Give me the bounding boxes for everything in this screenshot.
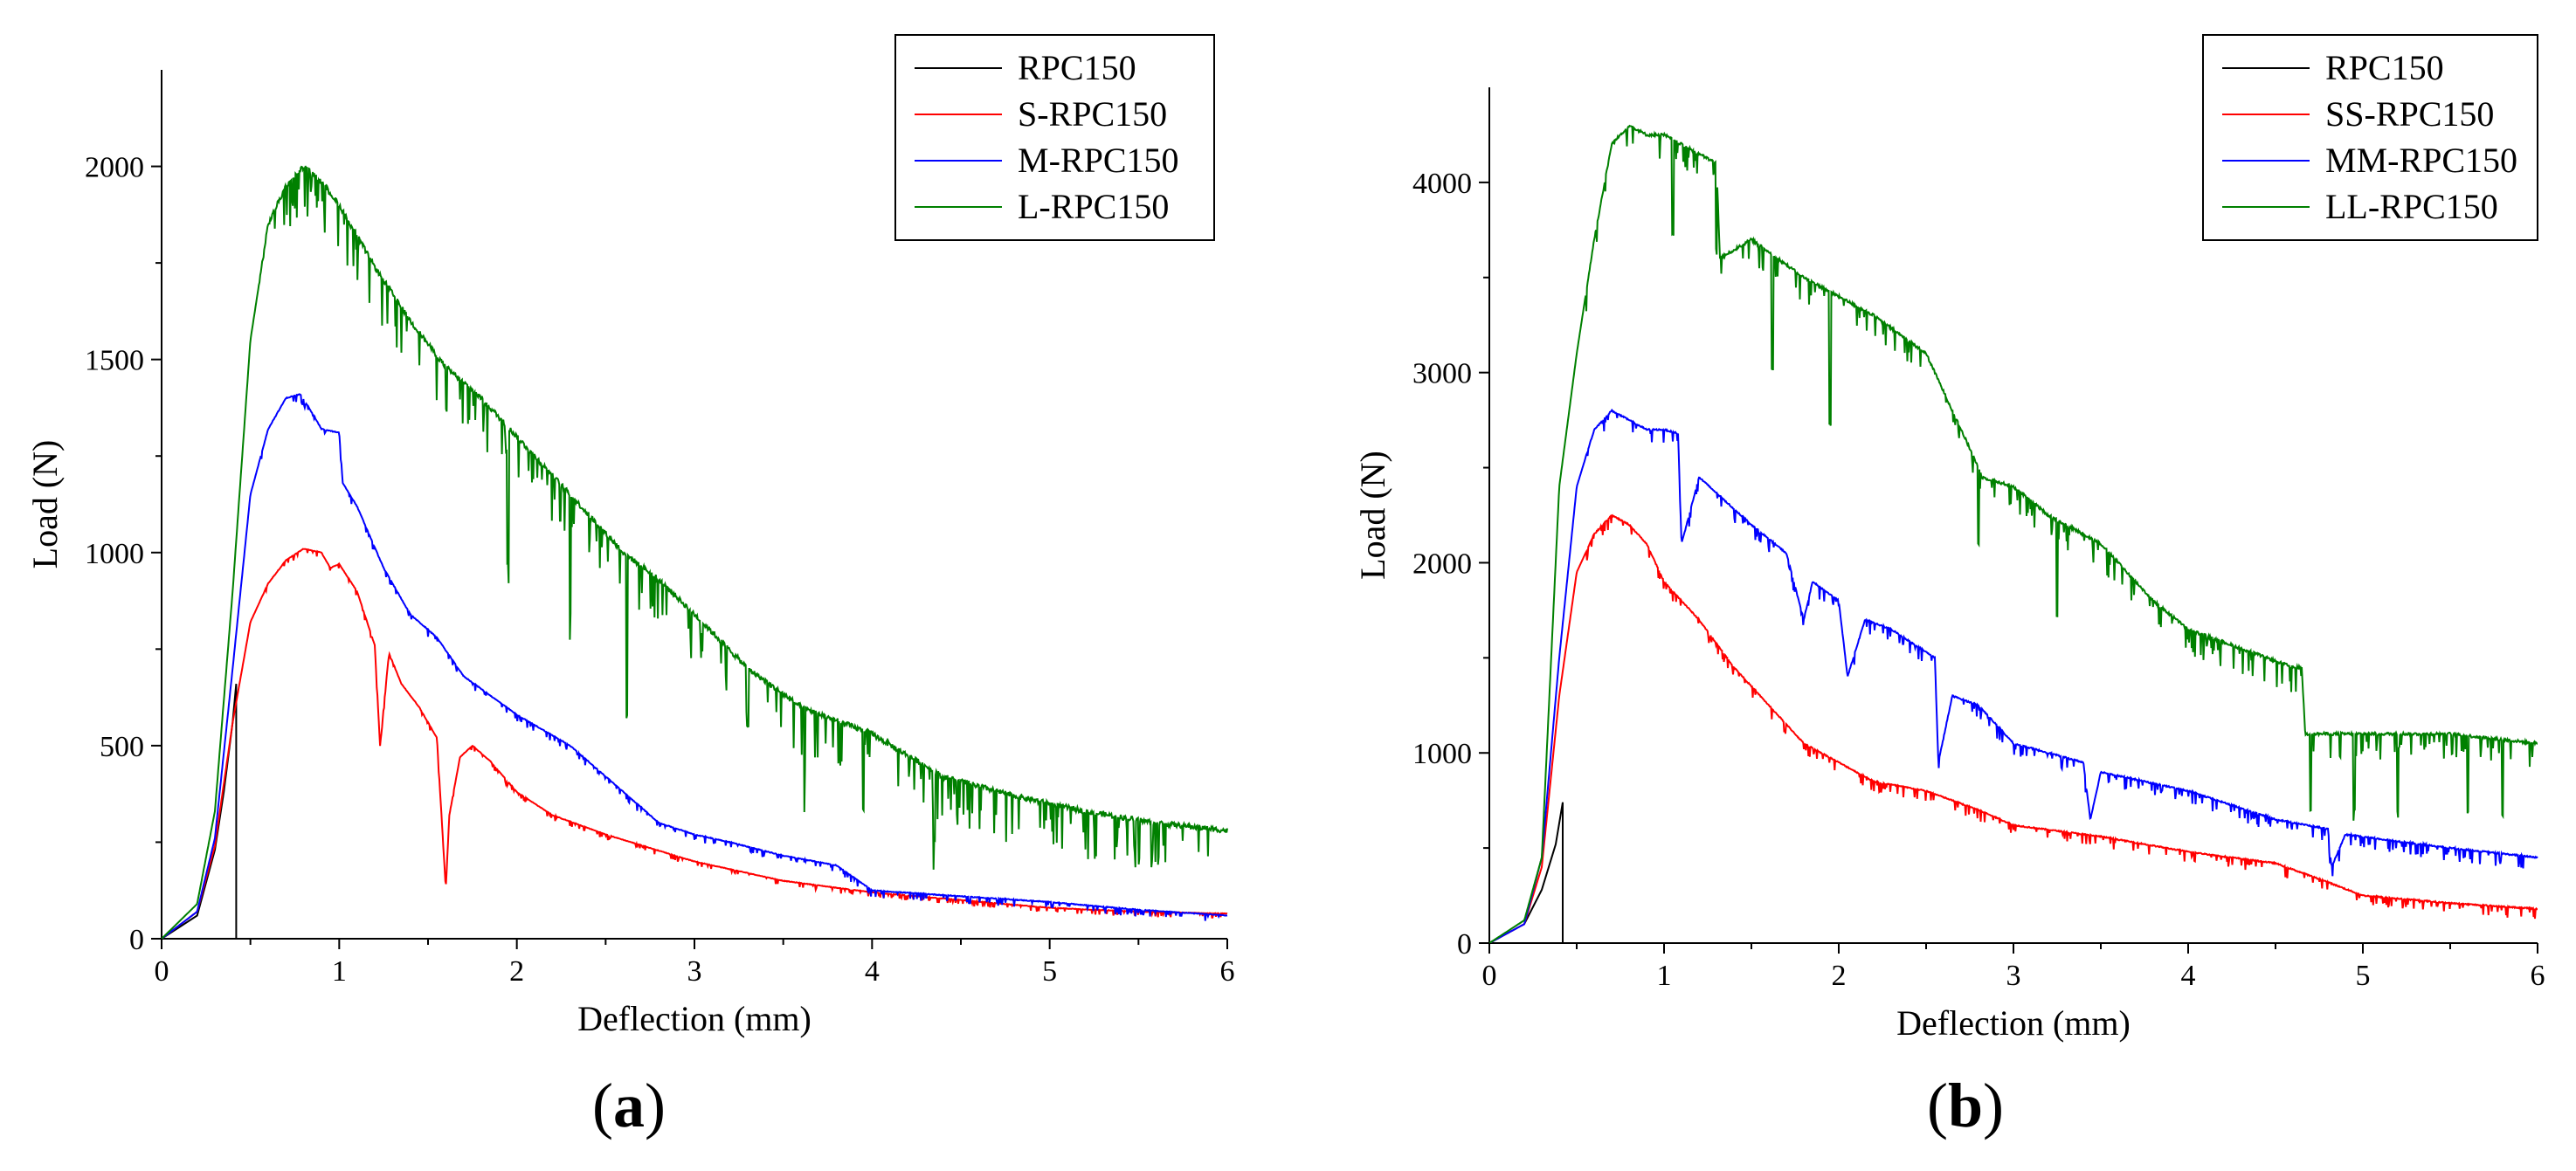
series-line-ll-rpc150 — [1489, 124, 2538, 943]
legend-box — [2202, 34, 2538, 241]
y-tick-label: 1500 — [85, 345, 144, 377]
series-line-s-rpc150 — [162, 548, 1228, 939]
x-tick-label: 0 — [1482, 960, 1497, 992]
y-tick-label: 0 — [129, 924, 144, 956]
panel-label: (a) — [592, 1071, 666, 1140]
x-tick-label: 5 — [1042, 955, 1057, 988]
x-tick-label: 2 — [509, 955, 524, 988]
y-tick-label: 500 — [100, 731, 144, 763]
legend-label: S-RPC150 — [1018, 94, 1167, 134]
x-tick-label: 5 — [2356, 960, 2371, 992]
y-tick-label: 3000 — [1412, 358, 1472, 390]
series-line-mm-rpc150 — [1489, 408, 2538, 943]
legend-label: RPC150 — [2325, 48, 2444, 87]
y-tick-label: 0 — [1457, 928, 1472, 961]
panel-b: 0 1 2 3 4 5 6 0 1000 2000 3000 4000 Deflection (mm) L… — [1353, 34, 2545, 1140]
x-tick-label: 1 — [1657, 960, 1672, 992]
legend-label: RPC150 — [1018, 48, 1136, 87]
y-tick-label: 2000 — [1412, 548, 1472, 580]
legend-label: SS-RPC150 — [2325, 94, 2494, 134]
x-axis-title: Deflection (mm) — [1896, 1003, 2131, 1043]
series-line-m-rpc150 — [162, 393, 1228, 939]
y-tick-label: 1000 — [85, 538, 144, 570]
x-tick-label: 3 — [2006, 960, 2021, 992]
y-tick-label: 4000 — [1412, 168, 1472, 200]
legend-box — [894, 34, 1215, 241]
x-tick-label: 6 — [1220, 955, 1235, 988]
y-axis-title: Load (N) — [25, 440, 65, 569]
x-tick-label: 0 — [155, 955, 169, 988]
series-line-l-rpc150 — [162, 165, 1228, 939]
legend-label: L-RPC150 — [1018, 187, 1169, 226]
y-axis-title: Load (N) — [1353, 451, 1392, 580]
legend-label: MM-RPC150 — [2325, 141, 2517, 180]
x-tick-label: 3 — [687, 955, 702, 988]
panel-a: 0 1 2 3 4 5 6 0 500 1000 1500 2000 Deflection (mm) Lo… — [25, 34, 1235, 1140]
x-tick-label: 4 — [865, 955, 880, 988]
x-tick-label: 1 — [332, 955, 347, 988]
x-tick-label: 6 — [2531, 960, 2545, 992]
y-tick-label: 1000 — [1412, 738, 1472, 770]
panel-label: (b) — [1927, 1071, 2004, 1140]
x-axis-title: Deflection (mm) — [577, 999, 811, 1038]
x-tick-label: 2 — [1832, 960, 1847, 992]
legend-label: LL-RPC150 — [2325, 187, 2498, 226]
legend-label: M-RPC150 — [1018, 141, 1179, 180]
x-tick-label: 4 — [2181, 960, 2196, 992]
series-line-ss-rpc150 — [1489, 513, 2538, 943]
y-tick-label: 2000 — [85, 152, 144, 184]
